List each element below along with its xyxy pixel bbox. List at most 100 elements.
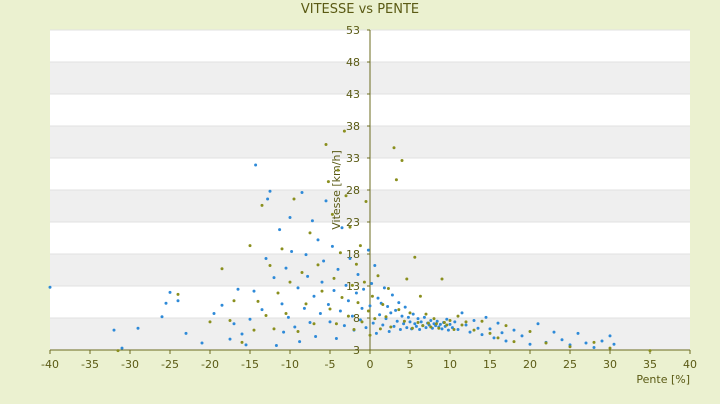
data-point-series-1	[212, 312, 216, 316]
data-point-series-2	[386, 287, 390, 291]
data-point-series-1	[324, 199, 328, 203]
data-point-series-1	[248, 317, 252, 321]
data-point-series-1	[576, 331, 580, 335]
data-point-series-1	[280, 302, 284, 306]
data-point-series-2	[544, 341, 548, 345]
data-point-series-1	[552, 330, 556, 334]
data-point-series-2	[402, 319, 406, 323]
data-point-series-1	[254, 163, 258, 167]
data-point-series-2	[304, 302, 308, 306]
data-point-series-1	[414, 324, 418, 328]
data-point-series-1	[290, 249, 294, 253]
data-point-series-1	[397, 301, 401, 305]
data-point-series-2	[488, 331, 492, 335]
data-point-series-2	[336, 168, 340, 172]
y-tick-label: 18	[346, 248, 360, 261]
data-point-series-2	[326, 180, 330, 184]
data-point-series-1	[228, 337, 232, 341]
data-point-series-2	[360, 320, 364, 324]
data-point-series-1	[484, 315, 488, 319]
data-point-series-2	[512, 340, 516, 344]
x-axis-label: Pente [%]	[636, 373, 690, 386]
data-point-series-2	[208, 320, 212, 324]
data-point-series-1	[413, 322, 417, 326]
data-point-series-1	[252, 289, 256, 293]
data-point-series-2	[496, 336, 500, 340]
data-point-series-2	[568, 345, 572, 349]
data-point-series-1	[480, 333, 484, 337]
data-point-series-1	[364, 326, 368, 330]
data-point-series-1	[160, 315, 164, 319]
data-point-series-1	[320, 280, 324, 284]
data-point-series-1	[608, 334, 612, 338]
data-point-series-1	[398, 328, 402, 332]
data-point-series-2	[276, 291, 280, 295]
data-point-series-2	[350, 283, 354, 287]
data-point-series-2	[504, 324, 508, 328]
data-point-series-1	[298, 340, 302, 344]
data-point-series-1	[592, 345, 596, 349]
data-point-series-1	[496, 321, 500, 325]
data-point-series-1	[584, 341, 588, 345]
data-point-series-1	[528, 342, 532, 346]
data-point-series-1	[220, 303, 224, 307]
data-point-series-2	[354, 262, 358, 266]
data-point-series-2	[370, 294, 374, 298]
x-tick-label: -35	[81, 358, 99, 371]
y-tick-label: 8	[353, 312, 360, 325]
data-point-series-2	[356, 301, 360, 305]
data-point-series-1	[373, 264, 377, 268]
data-point-series-1	[488, 327, 492, 331]
data-point-series-2	[348, 225, 352, 229]
data-point-series-2	[330, 212, 334, 216]
data-point-series-2	[308, 231, 312, 235]
data-point-series-1	[356, 272, 360, 276]
data-point-series-1	[326, 303, 330, 307]
data-point-series-1	[394, 308, 398, 312]
data-point-series-1	[328, 320, 332, 324]
data-point-series-2	[448, 319, 452, 323]
data-point-series-1	[296, 286, 300, 290]
data-point-series-1	[362, 287, 366, 291]
data-point-series-1	[560, 338, 564, 342]
data-point-series-2	[342, 129, 346, 133]
y-tick-label: 28	[346, 184, 360, 197]
data-point-series-1	[232, 322, 236, 326]
data-point-series-1	[308, 320, 312, 324]
data-point-series-2	[316, 263, 320, 267]
data-point-series-2	[116, 349, 120, 353]
x-tick-label: -30	[121, 358, 139, 371]
data-point-series-1	[278, 228, 282, 232]
data-point-series-1	[136, 326, 140, 330]
data-point-series-2	[364, 200, 368, 204]
data-point-series-2	[592, 340, 596, 344]
data-point-series-2	[381, 303, 385, 307]
data-point-series-1	[164, 301, 168, 305]
data-point-series-2	[324, 143, 328, 147]
data-point-series-2	[452, 328, 456, 332]
data-point-series-2	[389, 325, 393, 329]
data-point-series-2	[394, 178, 398, 182]
data-point-series-2	[344, 194, 348, 198]
data-point-series-2	[480, 319, 484, 323]
y-axis-label: Vitesse [km/h]	[330, 150, 343, 230]
data-point-series-2	[248, 244, 252, 248]
data-point-series-2	[432, 317, 436, 321]
data-point-series-2	[528, 329, 532, 333]
data-point-series-2	[340, 296, 344, 300]
x-tick-label: 30	[603, 358, 617, 371]
x-tick-label: 40	[683, 358, 697, 371]
data-point-series-2	[445, 323, 449, 327]
data-point-series-1	[176, 299, 180, 303]
data-point-series-2	[408, 311, 412, 315]
data-point-series-2	[176, 292, 180, 296]
y-tick-label: 53	[346, 24, 360, 37]
data-point-series-2	[376, 274, 380, 278]
data-point-series-2	[424, 312, 428, 316]
data-point-series-1	[400, 314, 404, 318]
y-tick-label: 23	[346, 216, 360, 229]
data-point-series-1	[382, 286, 386, 290]
data-point-series-1	[456, 328, 460, 332]
data-point-series-1	[264, 256, 268, 260]
